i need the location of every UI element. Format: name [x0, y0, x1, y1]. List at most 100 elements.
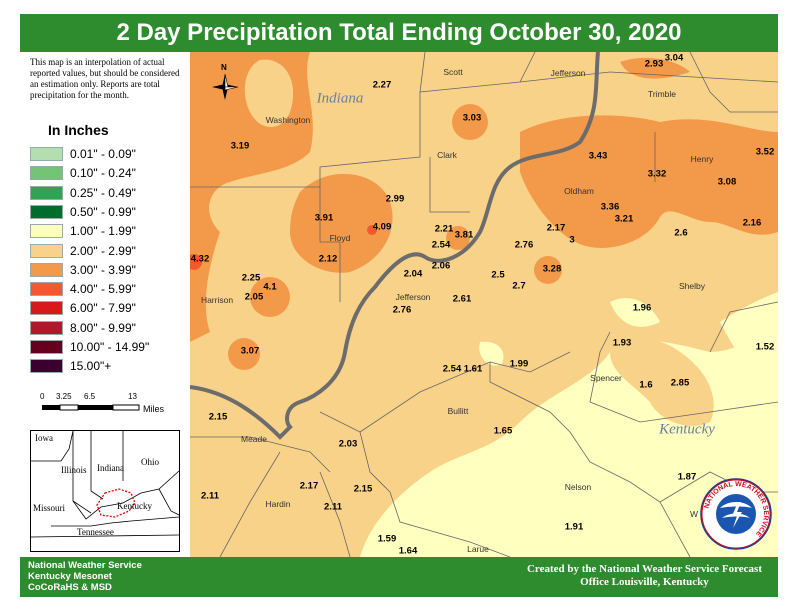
- locator-inset-map: Iowa Illinois Indiana Ohio Missouri Kent…: [30, 430, 180, 552]
- nws-logo: NATIONAL WEATHER SERVICE: [700, 478, 772, 550]
- north-arrow-icon: N: [204, 63, 246, 108]
- precip-value: 2.05: [244, 291, 264, 303]
- county-label: Jefferson: [550, 68, 586, 78]
- scale-bar-graphic: [42, 404, 140, 411]
- precip-value: 2.12: [318, 253, 338, 265]
- legend-swatch: [30, 185, 63, 200]
- legend-swatch: [30, 301, 63, 316]
- legend-item: 10.00" - 14.99": [30, 339, 190, 355]
- precip-value: 2.16: [742, 217, 762, 229]
- state-label: Kentucky: [659, 421, 715, 438]
- map-title: 2 Day Precipitation Total Ending October…: [20, 14, 778, 52]
- county-label: Scott: [443, 67, 463, 77]
- legend-item: 0.01" - 0.09": [30, 146, 190, 162]
- precip-value: 2.15: [353, 483, 373, 495]
- precip-value: 2.7: [512, 280, 526, 292]
- precip-value: 4.09: [372, 221, 392, 233]
- precip-value: 2.85: [670, 377, 690, 389]
- scale-tick: 6.5: [84, 392, 96, 401]
- north-label: N: [221, 63, 227, 72]
- county-label: Floyd: [329, 233, 351, 243]
- precip-value: 2.93: [644, 58, 664, 70]
- scale-tick: 0: [40, 392, 45, 401]
- legend-swatch: [30, 243, 63, 258]
- footer-bar: National Weather Service Kentucky Mesone…: [20, 557, 778, 597]
- precip-value: 1.65: [493, 425, 513, 437]
- precip-value: 2.17: [546, 222, 566, 234]
- precip-value: 1.93: [612, 337, 632, 349]
- county-label: W: [689, 509, 699, 519]
- precip-value: 2.25: [241, 272, 261, 284]
- legend-title: In Inches: [48, 122, 109, 138]
- legend-swatch: [30, 166, 63, 181]
- precip-value: 3.52: [755, 146, 775, 158]
- county-label: Trimble: [647, 89, 677, 99]
- legend-item: 0.50" - 0.99": [30, 204, 190, 220]
- legend-swatch: [30, 224, 63, 239]
- precipitation-contours: [190, 52, 778, 557]
- precip-value: 2.54: [431, 239, 451, 251]
- precip-value: 3.03: [462, 112, 482, 124]
- county-label: Spencer: [590, 373, 622, 383]
- inset-state-label: Missouri: [33, 503, 66, 513]
- precip-value: 2.76: [514, 239, 534, 251]
- legend-panel: This map is an interpolation of actual r…: [20, 52, 190, 557]
- precip-value: 1.91: [564, 521, 584, 533]
- county-label: Jefferson: [395, 292, 431, 302]
- disclaimer-text: This map is an interpolation of actual r…: [30, 57, 180, 100]
- precip-value: 2.99: [385, 193, 405, 205]
- inset-state-label: Ohio: [141, 457, 159, 467]
- county-label: Oldham: [564, 186, 594, 196]
- county-label: Henry: [690, 154, 714, 164]
- inset-map-graphic: [31, 431, 179, 551]
- precip-value: 1.64: [398, 545, 418, 557]
- inset-state-label: Tennessee: [77, 527, 114, 537]
- scale-tick: 3.25: [56, 392, 72, 401]
- precip-value: 3.32: [647, 168, 667, 180]
- precip-value: 1.96: [632, 302, 652, 314]
- county-label: Meade: [241, 434, 267, 444]
- legend-label: 6.00" - 7.99": [70, 301, 136, 316]
- county-label: Nelson: [564, 482, 592, 492]
- legend-label: 0.10" - 0.24": [70, 166, 136, 181]
- precip-value: 2.27: [372, 79, 392, 91]
- county-label: Shelby: [679, 281, 705, 291]
- footer-credits: National Weather Service Kentucky Mesone…: [28, 560, 142, 593]
- legend-label: 1.00" - 1.99": [70, 224, 136, 239]
- precip-value: 2.11: [324, 501, 342, 513]
- scale-tick: 13: [128, 392, 137, 401]
- precip-value: 2.11: [201, 490, 219, 502]
- precip-value: 2.15: [208, 411, 228, 423]
- legend-item: 8.00" - 9.99": [30, 320, 190, 336]
- county-label: Hardin: [265, 499, 291, 509]
- legend-item: 0.25" - 0.49": [30, 185, 190, 201]
- precip-value: 1.6: [639, 379, 653, 391]
- legend-swatch: [30, 320, 63, 335]
- legend-label: 8.00" - 9.99": [70, 320, 136, 335]
- precip-value: 1.99: [509, 358, 529, 370]
- legend-item: 3.00" - 3.99": [30, 262, 190, 278]
- precip-value: 3.07: [240, 345, 260, 357]
- precip-value: 2.61: [452, 293, 472, 305]
- credit-line: National Weather Service: [28, 560, 142, 571]
- precip-value: 1.87: [677, 471, 697, 483]
- precip-value: 2.21: [434, 223, 454, 235]
- precip-value: 3.28: [542, 263, 562, 275]
- inset-state-label: Illinois: [61, 465, 87, 475]
- precip-value: 2.54: [442, 363, 462, 375]
- precip-value: 2.17: [299, 480, 319, 492]
- precip-value: 1.52: [755, 341, 775, 353]
- precip-value: 3: [569, 234, 575, 246]
- legend-swatch: [30, 359, 63, 374]
- precip-value: 2.03: [338, 438, 358, 450]
- legend-swatch: [30, 262, 63, 277]
- legend-item: 6.00" - 7.99": [30, 300, 190, 316]
- precipitation-map: N Indiana Kentucky Scott Jefferson Trimb…: [190, 52, 778, 557]
- precip-value: 2.06: [431, 260, 451, 272]
- precip-value: 3.36: [600, 201, 620, 213]
- legend-item: 1.00" - 1.99": [30, 223, 190, 239]
- credit-line: Kentucky Mesonet: [28, 571, 112, 582]
- legend-label: 15.00"+: [70, 359, 112, 374]
- county-label: Harrison: [200, 295, 234, 305]
